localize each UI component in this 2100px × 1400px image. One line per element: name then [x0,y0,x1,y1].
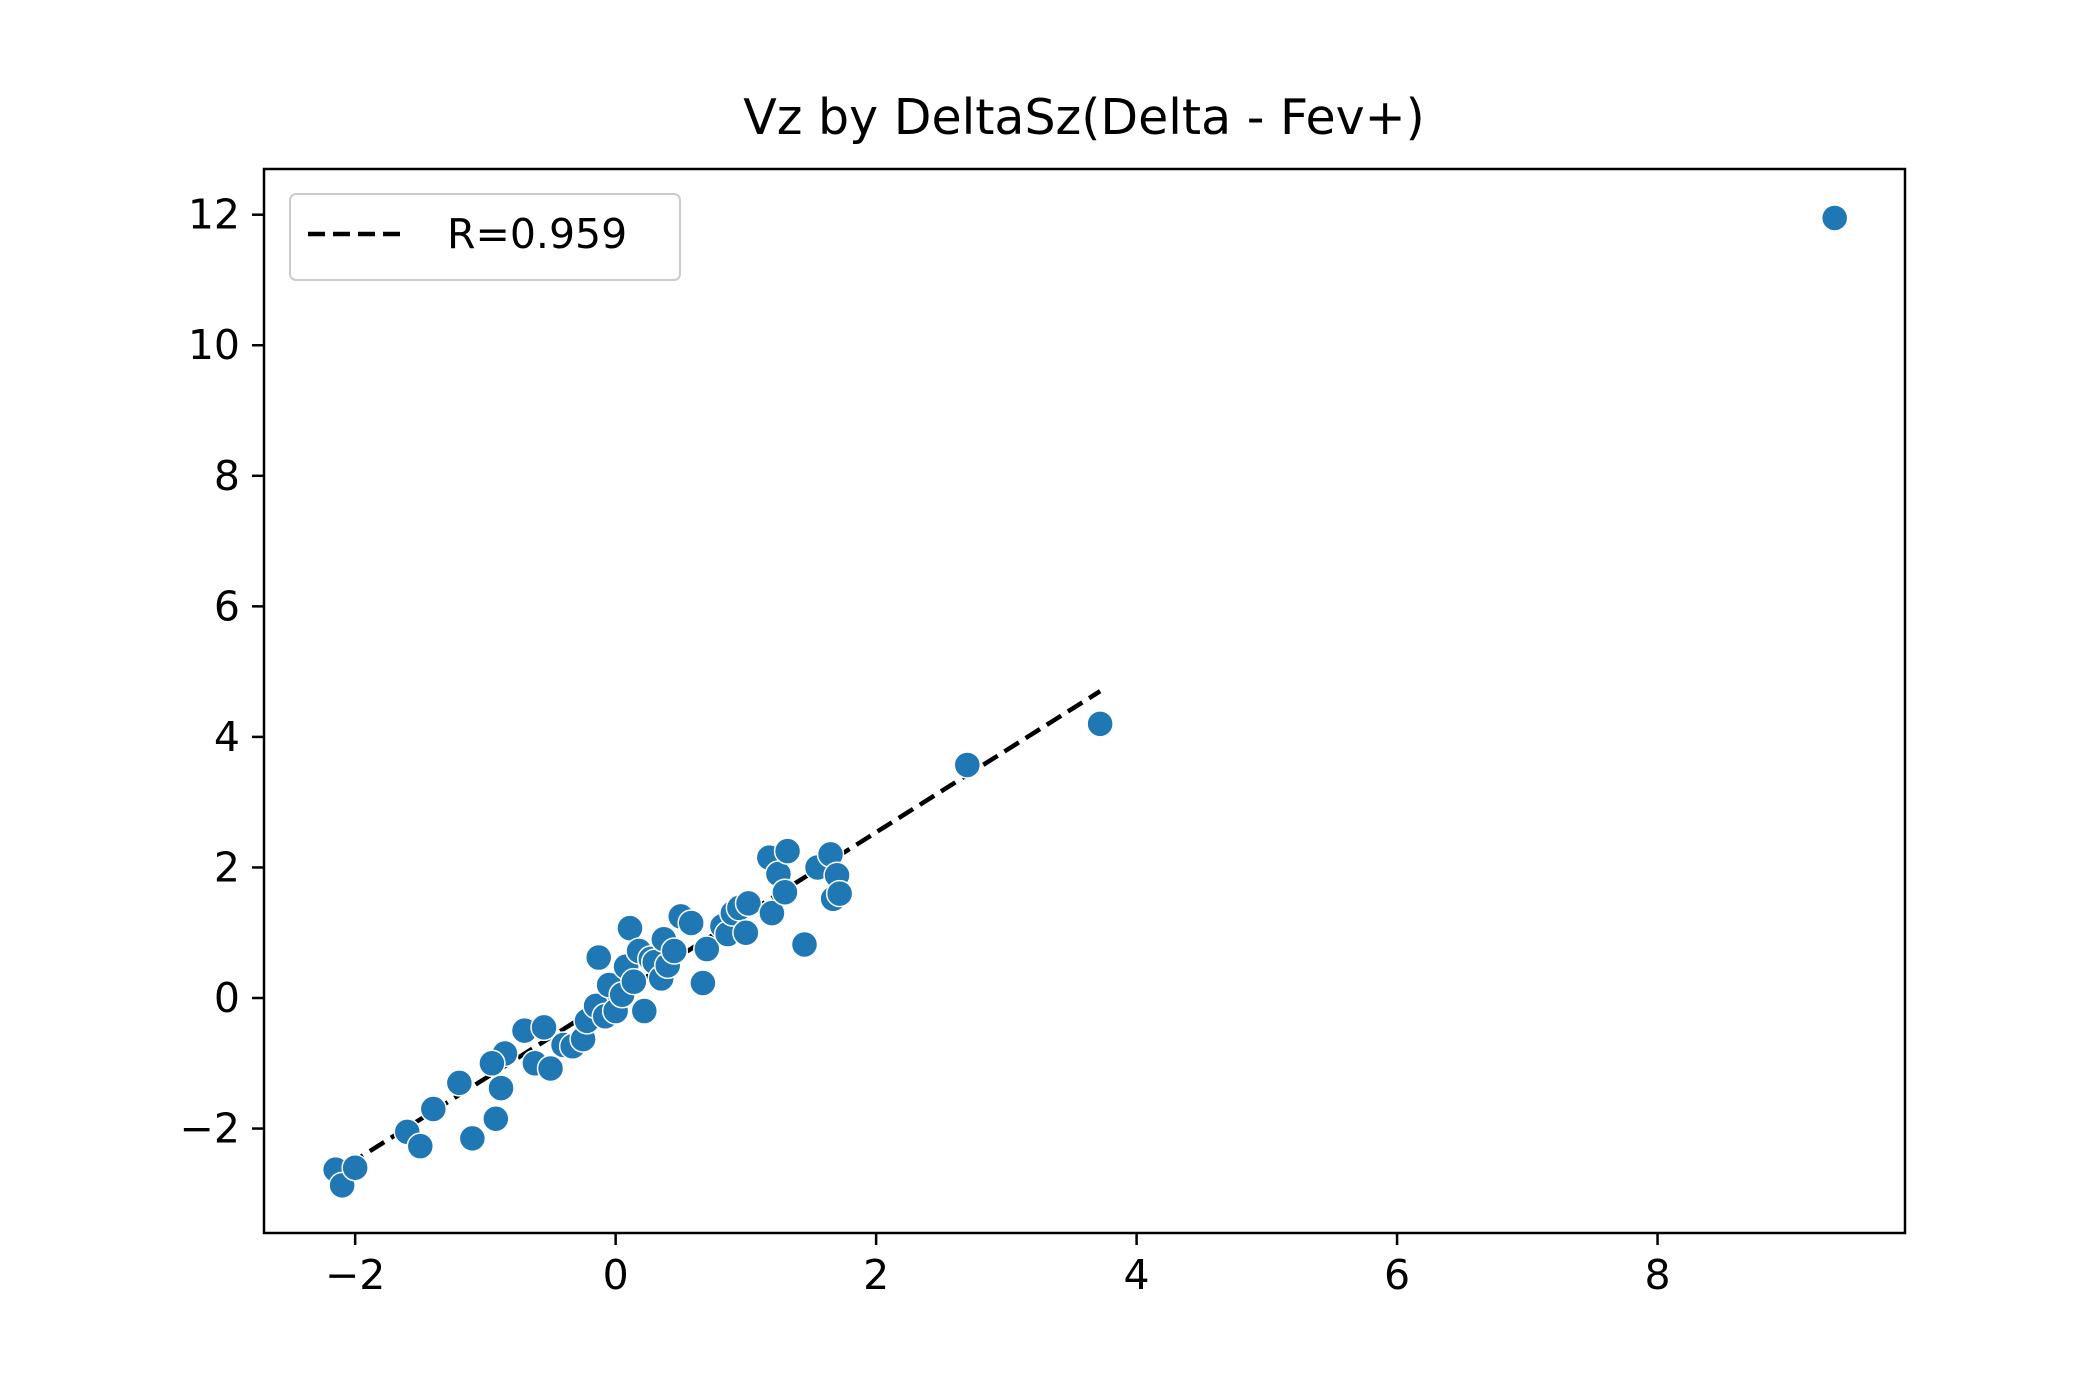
x-tick-label: 6 [1384,1251,1410,1299]
y-tick-label: −2 [180,1105,240,1153]
chart-title: Vz by DeltaSz(Delta - Fev+) [743,89,1425,146]
data-point [677,909,705,937]
data-point [478,1049,506,1078]
x-tick-label: 8 [1645,1251,1671,1299]
data-point [693,935,721,963]
legend-box [289,193,681,281]
data-point [620,967,648,996]
data-point [630,997,659,1025]
y-tick-label: 0 [214,974,240,1022]
axis-ticks: −2 0 2 4 6 8 −2 0 2 4 6 8 10 12 [180,191,1671,1299]
y-tick-label: 10 [188,321,240,369]
data-point [689,969,717,997]
data-point [734,889,763,918]
data-point [406,1132,435,1160]
y-tick-label: 12 [188,191,240,239]
data-point [758,899,786,927]
data-point [773,837,802,865]
y-tick-label: 8 [214,452,240,500]
plot-frame [262,167,1907,1235]
y-tick-label: 4 [214,713,240,761]
y-tick-label: 2 [214,843,240,891]
data-point [536,1054,565,1083]
data-point [771,878,799,907]
data-point [790,930,819,959]
x-tick-label: −2 [325,1251,385,1299]
data-point [487,1074,515,1102]
data-point [584,943,613,972]
data-point [732,918,760,947]
y-tick-label: 6 [214,582,240,630]
legend-label: R=0.959 [447,210,627,258]
data-point [341,1153,369,1182]
data-point [1820,204,1849,232]
data-point [660,937,688,965]
data-point [458,1124,487,1153]
x-tick-label: 0 [603,1251,629,1299]
legend: R=0.959 [289,193,681,281]
data-point [953,751,982,779]
data-point [1086,710,1114,738]
data-point [825,879,854,908]
data-point [445,1069,474,1097]
plot-area [264,169,1905,1233]
scatter-points [321,204,1849,1200]
x-tick-label: 2 [863,1251,889,1299]
x-tick-label: 4 [1124,1251,1150,1299]
data-point [530,1013,558,1042]
data-point [482,1105,510,1133]
data-point [419,1095,448,1123]
